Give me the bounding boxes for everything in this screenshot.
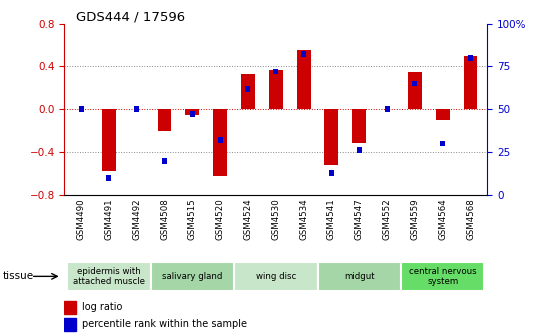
- Text: central nervous
system: central nervous system: [409, 267, 477, 286]
- Bar: [297, 50, 311, 109]
- Text: GSM4491: GSM4491: [104, 198, 114, 240]
- Text: GSM4508: GSM4508: [160, 198, 169, 240]
- Bar: [412, 81, 417, 86]
- Text: tissue: tissue: [3, 271, 34, 281]
- Text: GSM4524: GSM4524: [244, 198, 253, 240]
- Bar: [102, 109, 116, 171]
- Bar: [213, 109, 227, 176]
- Bar: [64, 301, 76, 314]
- Text: GDS444 / 17596: GDS444 / 17596: [76, 10, 185, 23]
- Bar: [357, 148, 362, 153]
- Bar: [162, 158, 167, 164]
- Bar: [464, 56, 478, 109]
- Bar: [329, 170, 334, 175]
- Text: salivary gland: salivary gland: [162, 272, 222, 281]
- Bar: [436, 109, 450, 120]
- Text: GSM4534: GSM4534: [299, 198, 308, 240]
- Bar: [324, 109, 338, 165]
- Text: GSM4559: GSM4559: [410, 198, 419, 240]
- Text: GSM4564: GSM4564: [438, 198, 447, 240]
- FancyBboxPatch shape: [234, 262, 318, 291]
- FancyBboxPatch shape: [151, 262, 234, 291]
- Bar: [301, 51, 306, 57]
- Text: wing disc: wing disc: [256, 272, 296, 281]
- Bar: [408, 72, 422, 109]
- Bar: [385, 106, 390, 112]
- Bar: [352, 109, 366, 143]
- Bar: [134, 106, 139, 112]
- Bar: [468, 55, 473, 61]
- Bar: [157, 109, 171, 131]
- FancyBboxPatch shape: [318, 262, 401, 291]
- Text: midgut: midgut: [344, 272, 375, 281]
- Bar: [245, 86, 250, 92]
- Bar: [440, 140, 445, 146]
- Text: GSM4552: GSM4552: [382, 198, 391, 240]
- Bar: [106, 175, 111, 181]
- Bar: [241, 74, 255, 109]
- Bar: [190, 112, 195, 117]
- Text: log ratio: log ratio: [82, 302, 123, 312]
- Text: GSM4568: GSM4568: [466, 198, 475, 240]
- Text: GSM4541: GSM4541: [327, 198, 336, 240]
- Text: GSM4530: GSM4530: [271, 198, 281, 240]
- Bar: [218, 137, 223, 143]
- Bar: [269, 70, 283, 109]
- Bar: [78, 106, 83, 112]
- Text: percentile rank within the sample: percentile rank within the sample: [82, 319, 247, 329]
- Bar: [185, 109, 199, 115]
- Text: GSM4520: GSM4520: [216, 198, 225, 240]
- Text: epidermis with
attached muscle: epidermis with attached muscle: [73, 267, 145, 286]
- Text: GSM4492: GSM4492: [132, 198, 141, 240]
- Bar: [64, 318, 76, 331]
- Text: GSM4490: GSM4490: [77, 198, 86, 240]
- Bar: [273, 69, 278, 75]
- Text: GSM4547: GSM4547: [354, 198, 364, 240]
- FancyBboxPatch shape: [401, 262, 484, 291]
- Text: GSM4515: GSM4515: [188, 198, 197, 240]
- FancyBboxPatch shape: [67, 262, 151, 291]
